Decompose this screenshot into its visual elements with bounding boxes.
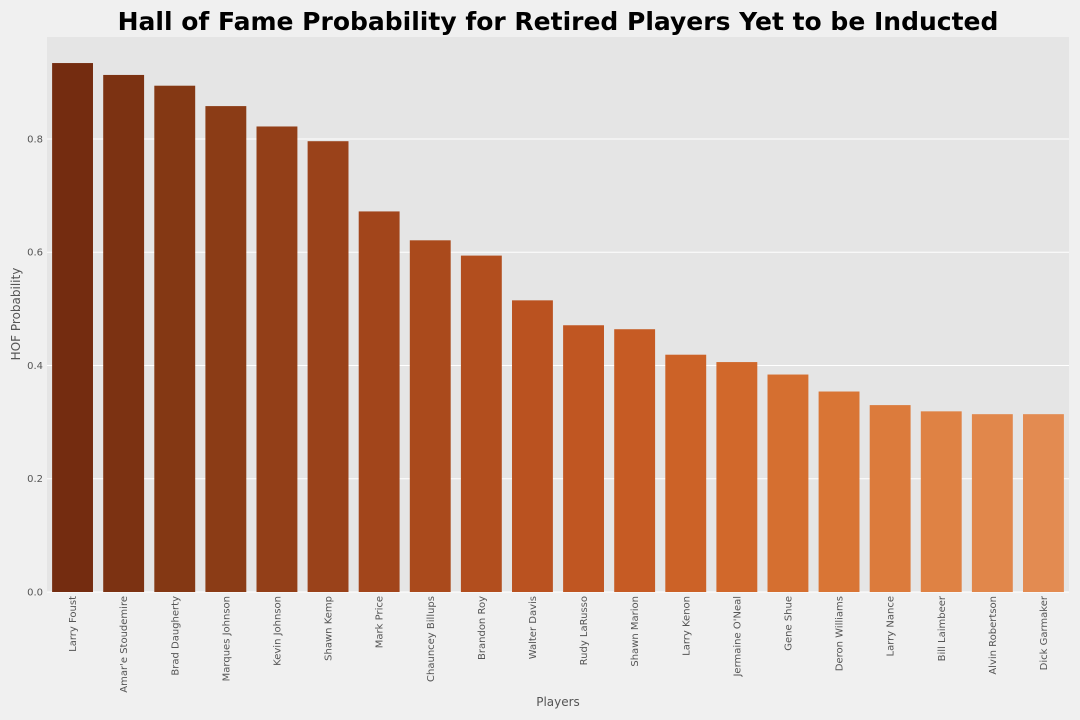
bar bbox=[614, 329, 656, 592]
bar bbox=[205, 106, 247, 593]
bar bbox=[818, 391, 860, 592]
bar bbox=[563, 325, 604, 592]
bar bbox=[716, 362, 758, 592]
bar bbox=[103, 74, 145, 593]
x-tick-label: Kevin Johnson bbox=[272, 596, 283, 666]
x-tick-label: Bill Laimbeer bbox=[937, 595, 948, 661]
x-tick-label: Walter Davis bbox=[528, 596, 539, 659]
x-axis-label: Players bbox=[536, 695, 580, 709]
x-tick-label: Deron Williams bbox=[835, 596, 846, 671]
bar bbox=[971, 414, 1013, 592]
y-tick-label: 0.6 bbox=[27, 248, 43, 259]
x-tick-labels: Larry Foust Amar'e Stoudemire Brad Daugher… bbox=[68, 595, 1050, 693]
bar bbox=[460, 255, 502, 592]
bar bbox=[920, 411, 962, 592]
bar bbox=[307, 141, 349, 592]
bar bbox=[358, 211, 400, 592]
x-tick-label: Gene Shue bbox=[783, 596, 794, 651]
x-tick-label: Jermaine O'Neal bbox=[732, 596, 743, 678]
x-tick-label: Amar'e Stoudemire bbox=[119, 596, 130, 693]
x-tick-label: Dick Garmaker bbox=[1039, 595, 1050, 670]
x-tick-label: Marques Johnson bbox=[221, 596, 232, 681]
bar bbox=[1023, 414, 1064, 592]
bar bbox=[665, 354, 707, 592]
bar bbox=[512, 300, 553, 592]
x-tick-label: Larry Kenon bbox=[681, 596, 692, 656]
x-tick-label: Larry Foust bbox=[68, 596, 79, 652]
bar bbox=[256, 126, 298, 593]
y-tick-label: 0.4 bbox=[27, 361, 43, 372]
y-tick-labels: 0.0 0.2 0.4 0.6 0.8 bbox=[27, 134, 43, 598]
x-tick-label: Chauncey Billups bbox=[426, 596, 437, 682]
x-tick-label: Shawn Kemp bbox=[324, 596, 335, 661]
bar bbox=[767, 374, 809, 592]
y-tick-label: 0.2 bbox=[27, 474, 43, 485]
y-tick-label: 0.0 bbox=[27, 588, 43, 599]
bars bbox=[52, 63, 1064, 593]
x-tick-label: Brad Daugherty bbox=[170, 596, 181, 676]
bar bbox=[869, 405, 911, 592]
plot-background bbox=[47, 37, 1069, 592]
y-tick-label: 0.8 bbox=[27, 134, 43, 145]
x-tick-label: Rudy LaRusso bbox=[579, 596, 590, 665]
bar bbox=[52, 63, 93, 592]
bar bbox=[409, 240, 451, 592]
x-tick-label: Larry Nance bbox=[886, 596, 897, 656]
bar bbox=[154, 85, 196, 593]
x-tick-label: Mark Price bbox=[375, 596, 386, 648]
x-tick-label: Shawn Marion bbox=[630, 596, 641, 667]
x-tick-label: Brandon Roy bbox=[477, 596, 488, 660]
x-tick-label: Alvin Robertson bbox=[988, 596, 999, 675]
chart-title: Hall of Fame Probability for Retired Pla… bbox=[118, 7, 999, 36]
y-axis-label: HOF Probability bbox=[9, 268, 23, 361]
